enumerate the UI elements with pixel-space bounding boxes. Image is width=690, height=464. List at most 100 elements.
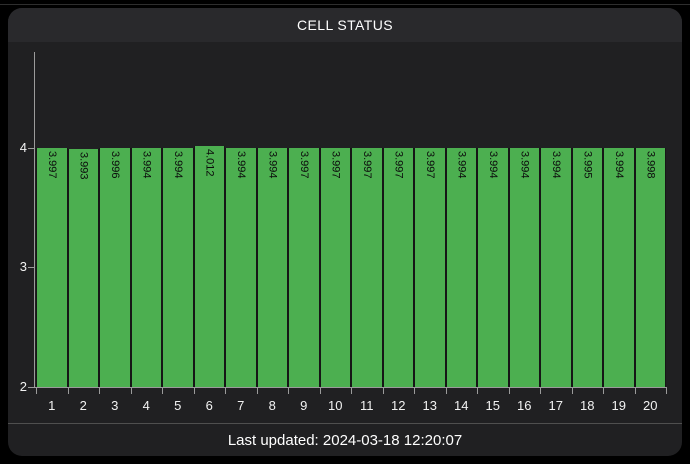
x-axis-label: 18: [580, 398, 595, 413]
bar-value-label: 3.997: [392, 151, 405, 179]
cell-bar-18: 3.995: [571, 148, 603, 387]
bar-value-label: 3.994: [171, 151, 184, 179]
bars-container: 3.997 3.993 3.996 3.994 3.994 4.012 3.994 3.994…: [36, 146, 666, 387]
bar-value-label: 3.993: [77, 151, 90, 180]
card-footer: Last updated: 2024-03-18 12:20:07: [8, 424, 682, 456]
x-axis-labels: 1 2 3 4 5 6 7 8 9 10 11 12 13 14 15 16 17 18 19 20: [36, 398, 666, 413]
y-axis-tick: [28, 387, 34, 388]
x-axis-label: 6: [205, 398, 213, 413]
y-axis-line: [34, 52, 35, 388]
bar-value-label: 3.994: [234, 151, 247, 179]
x-axis-label: 3: [111, 398, 119, 413]
cell-bar-8: 3.994: [256, 148, 288, 387]
y-axis-label: 3: [19, 259, 27, 274]
cell-bar-5: 3.994: [162, 148, 194, 387]
x-axis-tick: [540, 388, 541, 394]
x-axis-tick: [383, 388, 384, 394]
y-axis-tick: [28, 267, 34, 268]
x-axis-tick: [603, 388, 604, 394]
x-axis-label: 4: [142, 398, 150, 413]
x-axis-label: 2: [79, 398, 87, 413]
bar-value-label: 3.996: [108, 151, 121, 179]
x-axis-tick: [414, 388, 415, 394]
x-axis-tick: [36, 388, 37, 394]
y-axis-label: 4: [19, 140, 27, 155]
x-axis-tick: [351, 388, 352, 394]
bar-value-label: 3.995: [581, 151, 594, 179]
cell-bar-1: 3.997: [36, 148, 68, 387]
x-axis-label: 13: [422, 398, 437, 413]
x-axis-label: 8: [268, 398, 276, 413]
x-axis-tick: [288, 388, 289, 394]
bar-value-label: 3.997: [45, 151, 58, 179]
cell-bar-20: 3.998: [634, 148, 666, 387]
bar-value-label: 3.994: [486, 151, 499, 179]
cell-bar-6: 4.012: [193, 146, 225, 387]
cell-bar-4: 3.994: [130, 148, 162, 387]
x-axis-label: 7: [237, 398, 245, 413]
x-axis-tick: [320, 388, 321, 394]
cell-bar-19: 3.994: [603, 148, 635, 387]
page-title: CELL STATUS: [297, 17, 393, 33]
x-axis-label: 16: [517, 398, 532, 413]
top-edge-divider: [0, 4, 690, 5]
cell-bar-11: 3.997: [351, 148, 383, 387]
bar-value-label: 3.994: [140, 151, 153, 179]
x-axis-label: 9: [300, 398, 308, 413]
x-axis-tick: [225, 388, 226, 394]
x-axis-tick: [162, 388, 163, 394]
bar-value-label: 3.997: [360, 151, 373, 179]
cell-bar-13: 3.997: [414, 148, 446, 387]
bar-value-label: 3.997: [329, 151, 342, 179]
x-axis-tick: [666, 388, 667, 394]
x-axis-tick: [635, 388, 636, 394]
footer-divider: [8, 423, 682, 424]
x-axis-tick: [477, 388, 478, 394]
x-axis-tick: [68, 388, 69, 394]
cell-bar-2: 3.993: [67, 148, 99, 387]
x-axis-label: 11: [360, 398, 374, 413]
cell-bar-17: 3.994: [540, 148, 572, 387]
cell-bar-16: 3.994: [508, 148, 540, 387]
card-header: CELL STATUS: [8, 8, 682, 42]
cell-voltage-bar-chart: 2 3 4 3.997 3.993 3.996 3.994 3.994 4.012 3.994 3.…: [8, 8, 682, 456]
x-axis-label: 12: [391, 398, 406, 413]
x-axis-tick: [257, 388, 258, 394]
x-axis-tick: [446, 388, 447, 394]
x-axis-line: [34, 387, 667, 388]
y-axis-label: 2: [19, 379, 27, 394]
bar-value-label: 3.994: [549, 151, 562, 179]
cell-bar-10: 3.997: [319, 148, 351, 387]
cell-bar-15: 3.994: [477, 148, 509, 387]
y-axis-tick: [28, 148, 34, 149]
x-axis-label: 1: [48, 398, 56, 413]
bar-value-label: 3.997: [297, 151, 310, 179]
cell-bar-14: 3.994: [445, 148, 477, 387]
bar-value-label: 3.994: [455, 151, 468, 179]
x-axis-label: 14: [454, 398, 469, 413]
x-axis-label: 10: [328, 398, 343, 413]
x-axis-tick: [194, 388, 195, 394]
x-axis-tick: [131, 388, 132, 394]
bar-value-label: 3.994: [518, 151, 531, 179]
bar-value-label: 3.994: [266, 151, 279, 179]
cell-bar-9: 3.997: [288, 148, 320, 387]
cell-bar-12: 3.997: [382, 148, 414, 387]
x-axis-label: 19: [611, 398, 626, 413]
cell-status-card: CELL STATUS 2 3 4 3.997 3.993 3.996 3.994 3.994…: [8, 8, 682, 456]
x-axis-tick: [572, 388, 573, 394]
last-updated-text: Last updated: 2024-03-18 12:20:07: [227, 431, 463, 449]
bar-value-label: 3.998: [644, 151, 657, 179]
x-axis-tick: [509, 388, 510, 394]
bar-value-label: 4.012: [203, 149, 216, 177]
x-axis-label: 15: [485, 398, 500, 413]
bar-value-label: 3.997: [423, 151, 436, 179]
x-axis-label: 17: [548, 398, 563, 413]
cell-bar-7: 3.994: [225, 148, 257, 387]
x-axis-tick: [99, 388, 100, 394]
bar-value-label: 3.994: [612, 151, 625, 179]
x-axis-label: 20: [643, 398, 658, 413]
x-axis-label: 5: [174, 398, 182, 413]
cell-bar-3: 3.996: [99, 148, 131, 387]
